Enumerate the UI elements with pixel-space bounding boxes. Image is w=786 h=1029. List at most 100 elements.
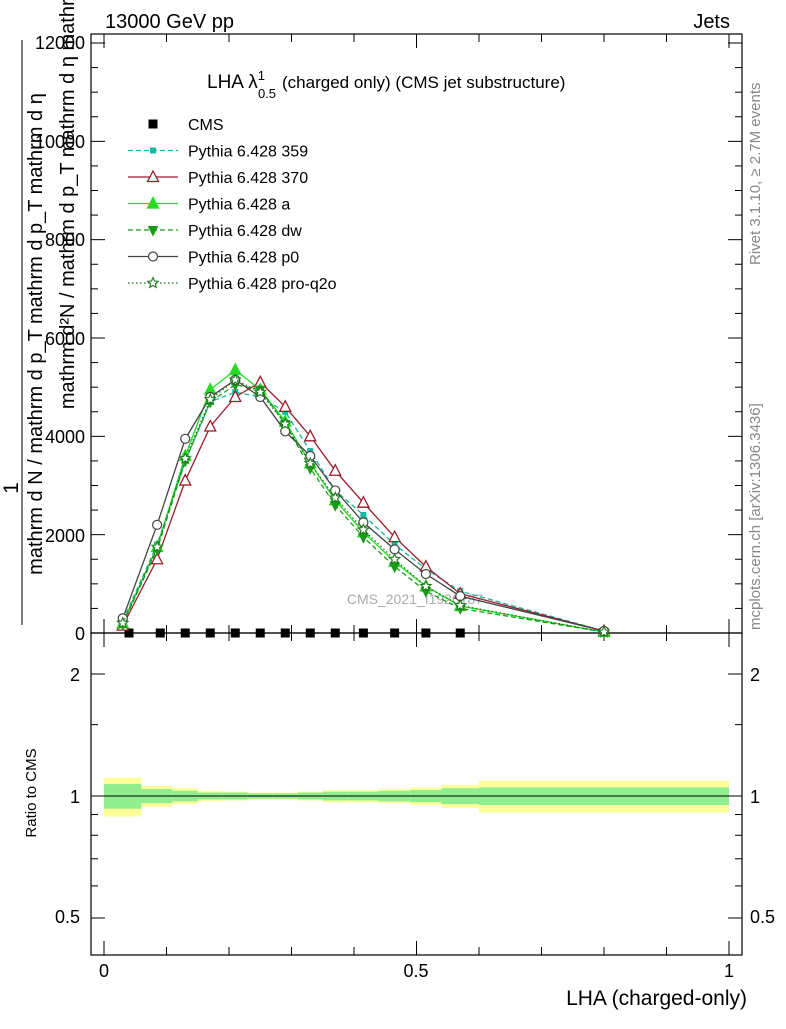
x-tick-label-1: 1	[724, 961, 734, 981]
legend-marker	[147, 251, 159, 262]
header-left: 13000 GeV pp	[105, 11, 234, 33]
y-tick-label-10000: 10000	[35, 132, 85, 152]
data-point	[116, 616, 130, 629]
legend-label: Pythia 6.428 a	[188, 197, 290, 214]
data-point	[389, 562, 400, 574]
header-right: Jets	[693, 11, 730, 33]
data-point	[329, 501, 341, 512]
data-point	[278, 417, 292, 430]
series-line	[122, 391, 605, 632]
data-point	[124, 628, 134, 638]
data-point	[178, 451, 192, 465]
data-point	[278, 399, 292, 412]
data-point	[388, 529, 402, 543]
data-point	[253, 385, 267, 398]
data-point	[205, 628, 215, 638]
legend-label: Pythia 6.428 dw	[188, 223, 302, 240]
x-axis-label: LHA (charged-only)	[566, 987, 747, 1010]
data-point	[150, 540, 164, 553]
data-point	[420, 568, 431, 580]
y-tick-label-8000: 8000	[45, 230, 85, 250]
data-point	[180, 433, 191, 444]
plot-title: LHA λ1 0.5 (charged only) (CMS jet substru…	[207, 68, 565, 101]
legend-label: CMS	[188, 117, 224, 134]
data-point	[203, 392, 217, 406]
data-point	[358, 533, 369, 544]
legend-marker	[147, 226, 159, 237]
data-point	[390, 628, 400, 638]
data-point	[358, 628, 368, 638]
data-point	[328, 490, 342, 504]
plot-title-sup: 1	[258, 68, 265, 83]
ratio-band-layer	[104, 777, 729, 817]
legend-label: Pythia 6.428 370	[188, 170, 308, 187]
legend-marker	[146, 169, 160, 183]
y-label-numerator: mathrm d²N / mathrm d p_T mathrm d η mat…	[57, 0, 79, 409]
series-line	[122, 384, 605, 633]
plot-title-rest: (charged only) (CMS jet substructure)	[282, 73, 565, 92]
data-point	[230, 628, 240, 638]
data-point	[203, 419, 217, 432]
legend-label: Pythia 6.428 pro-q2o	[188, 276, 337, 293]
series-2	[116, 374, 611, 637]
data-point	[150, 551, 164, 565]
ratio-tick-label-right-2: 2	[750, 665, 760, 685]
data-point	[228, 372, 242, 386]
data-point	[421, 628, 431, 638]
legend-label: Pythia 6.428 p0	[188, 250, 299, 267]
ratio-y-axis-label: Ratio to CMS	[23, 748, 40, 837]
ratio-tick-label-2: 2	[70, 665, 80, 685]
data-point	[152, 519, 163, 530]
x-tick-label-0.5: 0.5	[403, 961, 428, 981]
data-point	[330, 628, 340, 638]
legend-marker	[150, 147, 156, 154]
data-point	[155, 628, 165, 638]
x-tick-label-0: 0	[99, 961, 109, 981]
y-tick-label-2000: 2000	[45, 526, 85, 546]
data-point	[360, 512, 367, 518]
ticks-layer	[91, 34, 742, 955]
data-point	[303, 456, 317, 469]
side-text-top: Rivet 3.1.10, ≥ 2.7M events	[747, 83, 764, 266]
y-label-one: 1	[0, 482, 23, 494]
ratio-tick-label-right-0.5: 0.5	[750, 907, 775, 927]
plot-title-sub: 0.5	[258, 86, 276, 101]
data-point	[356, 495, 370, 508]
y-tick-label-4000: 4000	[45, 427, 85, 447]
data-point	[228, 362, 242, 376]
series-6	[116, 372, 611, 638]
series-line	[122, 381, 605, 632]
legend-label: Pythia 6.428 359	[188, 144, 308, 161]
ratio-tick-label-right-1: 1	[750, 787, 760, 807]
legend-marker	[146, 276, 160, 289]
y-tick-label-0: 0	[75, 624, 85, 644]
y-tick-label-12000: 12000	[35, 33, 85, 53]
data-point	[280, 628, 290, 638]
series-line	[122, 379, 605, 633]
series-layer	[116, 362, 611, 639]
series-line	[122, 369, 605, 633]
series-0	[124, 628, 465, 638]
data-point	[328, 463, 342, 476]
ratio-tick-label-0.5: 0.5	[55, 907, 80, 927]
data-point	[597, 625, 611, 638]
legend-marker	[148, 119, 158, 129]
data-point	[180, 628, 190, 638]
data-point	[455, 628, 465, 638]
side-text-bottom: mcplots.cern.ch [arXiv:1306.3436]	[747, 403, 764, 630]
data-point	[419, 579, 433, 592]
data-point	[255, 628, 265, 638]
data-point	[178, 473, 192, 486]
legend: CMS Pythia 6.428 359 Pythia 6.428 370 Pythi…	[128, 117, 337, 293]
data-point	[388, 552, 402, 565]
data-point	[356, 522, 370, 536]
y-label-denominator: mathrm d N / mathrm d p_T mathrm d p_T m…	[25, 93, 47, 575]
data-point	[453, 598, 467, 612]
plot-title-main: LHA λ	[207, 72, 258, 93]
ratio-tick-label-1: 1	[70, 787, 80, 807]
data-point	[305, 628, 315, 638]
y-tick-label-6000: 6000	[45, 329, 85, 349]
data-point	[303, 428, 317, 442]
